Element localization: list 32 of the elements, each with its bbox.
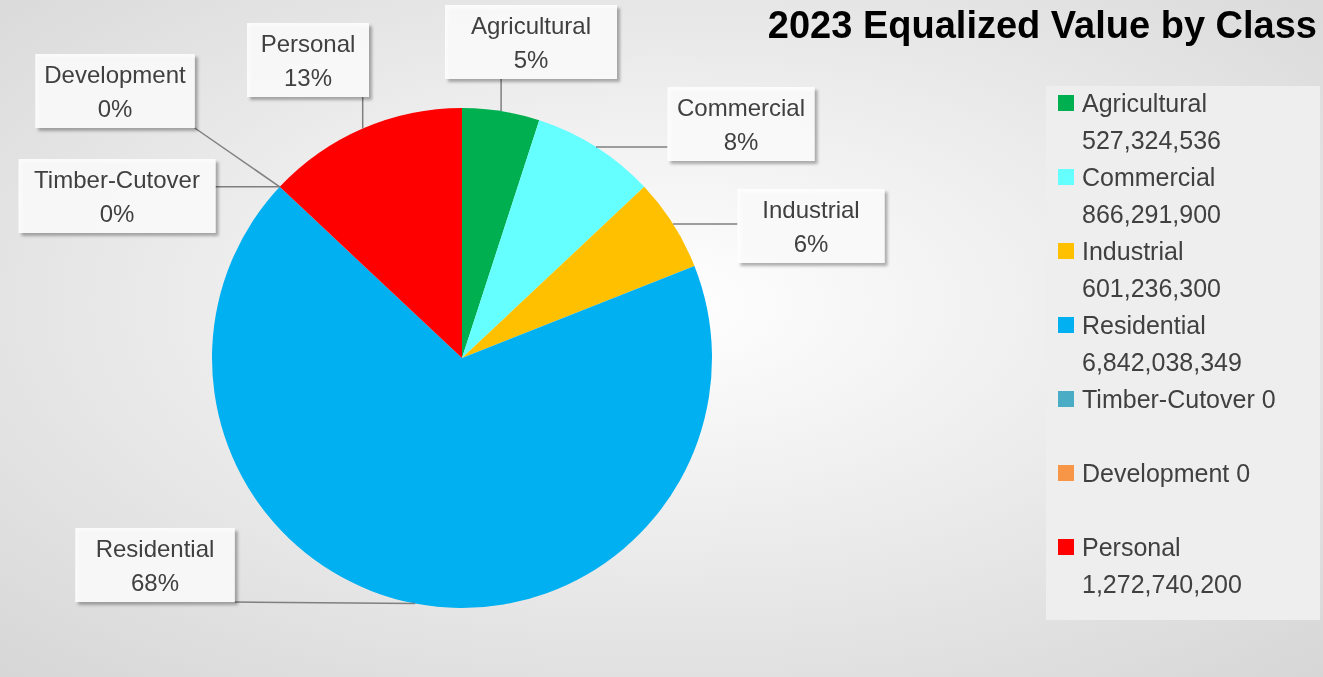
text: 601,236,300 <box>1082 274 1222 302</box>
legend-label: Commercial <box>1082 163 1216 191</box>
text: 6,842,038,349 <box>1082 348 1242 376</box>
legend-label: Industrial <box>1082 237 1184 265</box>
slice-label: Commercial <box>676 94 806 121</box>
pie-slice <box>212 186 712 608</box>
text: 527,324,536 <box>1082 126 1222 154</box>
slice-label: Personal <box>260 30 356 57</box>
category-label: Timber-Cutover 0 <box>1082 385 1276 413</box>
pie-slice <box>279 108 462 358</box>
slice-label: Industrial <box>762 196 860 223</box>
pie-slice <box>462 186 695 358</box>
legend-label: Residential <box>1082 311 1206 339</box>
data-label: 8% <box>723 128 759 155</box>
category-label: Development <box>44 61 186 88</box>
slice-label: Residential <box>95 535 215 562</box>
chart-title: 2023 Equalized Value by Class <box>767 4 1317 46</box>
text: 0% <box>99 200 135 227</box>
data-label: 5% <box>513 46 549 73</box>
slice-label: Agricultural <box>470 12 592 39</box>
text: 0% <box>97 95 133 122</box>
legend-label: Agricultural <box>1082 89 1208 117</box>
data-label: 68% <box>130 569 180 596</box>
category-label: Timber-Cutover <box>34 166 200 193</box>
text: 866,291,900 <box>1082 200 1222 228</box>
pie-slice <box>462 108 540 358</box>
data-label: 13% <box>283 64 333 91</box>
pie-slice <box>462 120 645 358</box>
legend-label: Personal <box>1082 533 1181 561</box>
category-label: Development 0 <box>1082 459 1251 487</box>
text: 1,272,740,200 <box>1082 570 1242 598</box>
data-label: 6% <box>793 230 829 257</box>
